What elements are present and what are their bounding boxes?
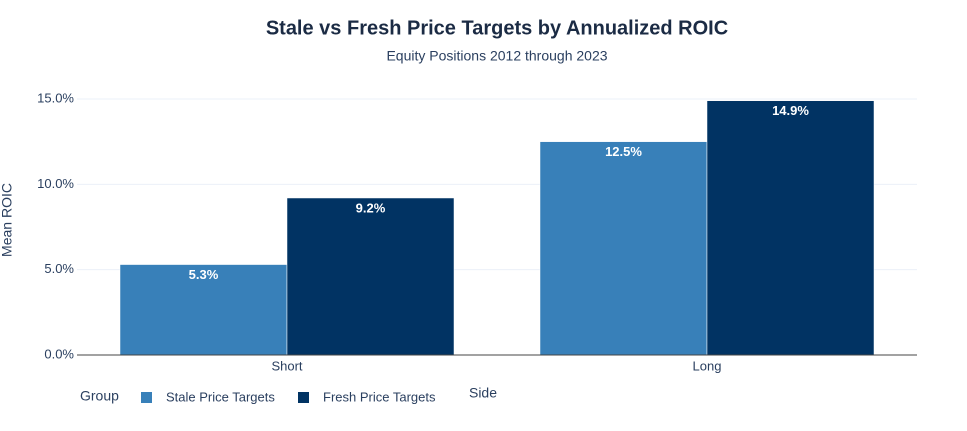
y-tick-label: 0.0%	[44, 346, 74, 361]
legend-swatch	[141, 392, 152, 403]
value-label: 14.9%	[772, 103, 809, 118]
value-label: 5.3%	[189, 267, 219, 282]
bar	[119, 264, 288, 356]
bar	[286, 197, 455, 356]
y-tick-label: 5.0%	[44, 261, 74, 276]
bar	[539, 141, 708, 356]
bar	[706, 100, 875, 356]
y-axis-title: Mean ROIC	[0, 183, 15, 257]
legend-swatch	[298, 392, 309, 403]
y-tick-label: 10.0%	[37, 176, 74, 191]
value-label: 9.2%	[356, 200, 386, 215]
chart-subtitle: Equity Positions 2012 through 2023	[386, 48, 607, 64]
legend-title: Group	[80, 388, 119, 404]
x-tick-label: Long	[693, 358, 722, 373]
y-tick-label: 15.0%	[37, 90, 74, 105]
chart-title: Stale vs Fresh Price Targets by Annualiz…	[266, 17, 728, 39]
legend-label: Fresh Price Targets	[323, 389, 436, 404]
value-label: 12.5%	[605, 144, 642, 159]
x-tick-label: Short	[271, 358, 302, 373]
x-axis-title: Side	[469, 385, 497, 401]
legend-label: Stale Price Targets	[166, 389, 275, 404]
